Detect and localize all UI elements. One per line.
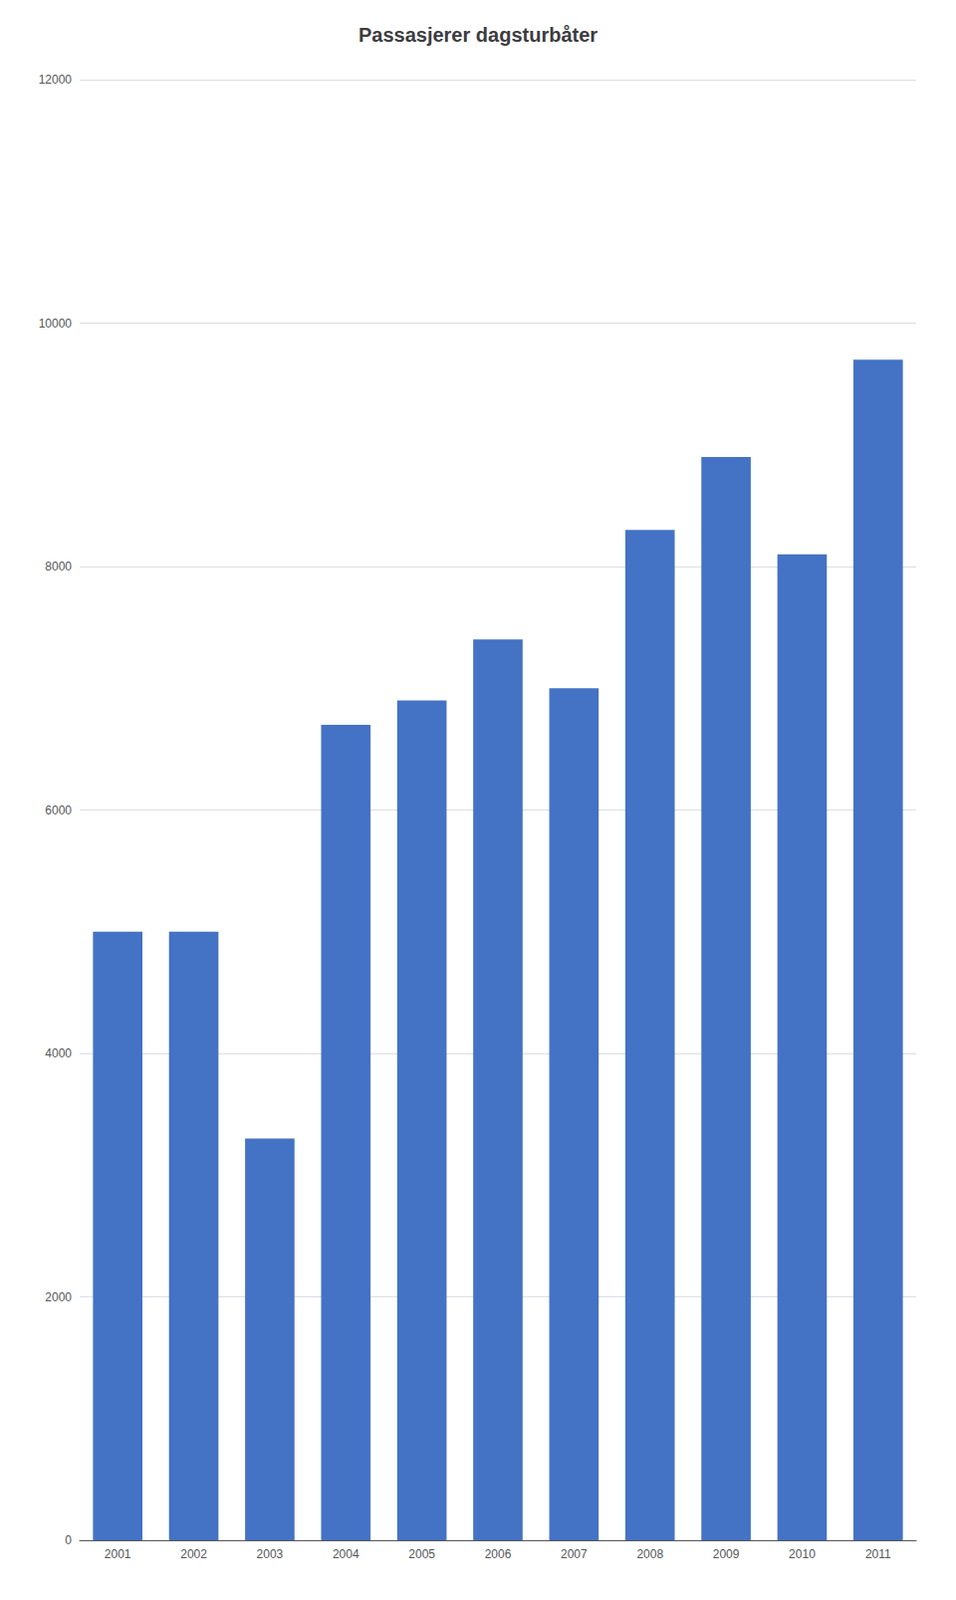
svg-text:2009: 2009: [713, 1547, 740, 1562]
svg-text:2006: 2006: [484, 1547, 512, 1562]
svg-text:2010: 2010: [788, 1547, 816, 1562]
svg-text:8000: 8000: [44, 559, 72, 574]
svg-text:2004: 2004: [332, 1547, 360, 1562]
svg-text:12000: 12000: [38, 72, 73, 87]
svg-text:2007: 2007: [560, 1547, 588, 1562]
svg-text:2003: 2003: [256, 1547, 284, 1562]
svg-text:2001: 2001: [104, 1547, 132, 1562]
svg-text:2000: 2000: [44, 1290, 72, 1305]
svg-text:2002: 2002: [180, 1547, 208, 1562]
svg-text:6000: 6000: [44, 803, 72, 818]
svg-text:10000: 10000: [38, 316, 73, 331]
svg-text:2011: 2011: [865, 1547, 892, 1562]
svg-text:0: 0: [64, 1533, 72, 1548]
svg-text:4000: 4000: [44, 1046, 72, 1061]
svg-text:Passasjerer dagsturbåter: Passasjerer dagsturbåter: [358, 23, 598, 46]
svg-text:2008: 2008: [636, 1547, 664, 1562]
svg-text:2005: 2005: [408, 1547, 436, 1562]
